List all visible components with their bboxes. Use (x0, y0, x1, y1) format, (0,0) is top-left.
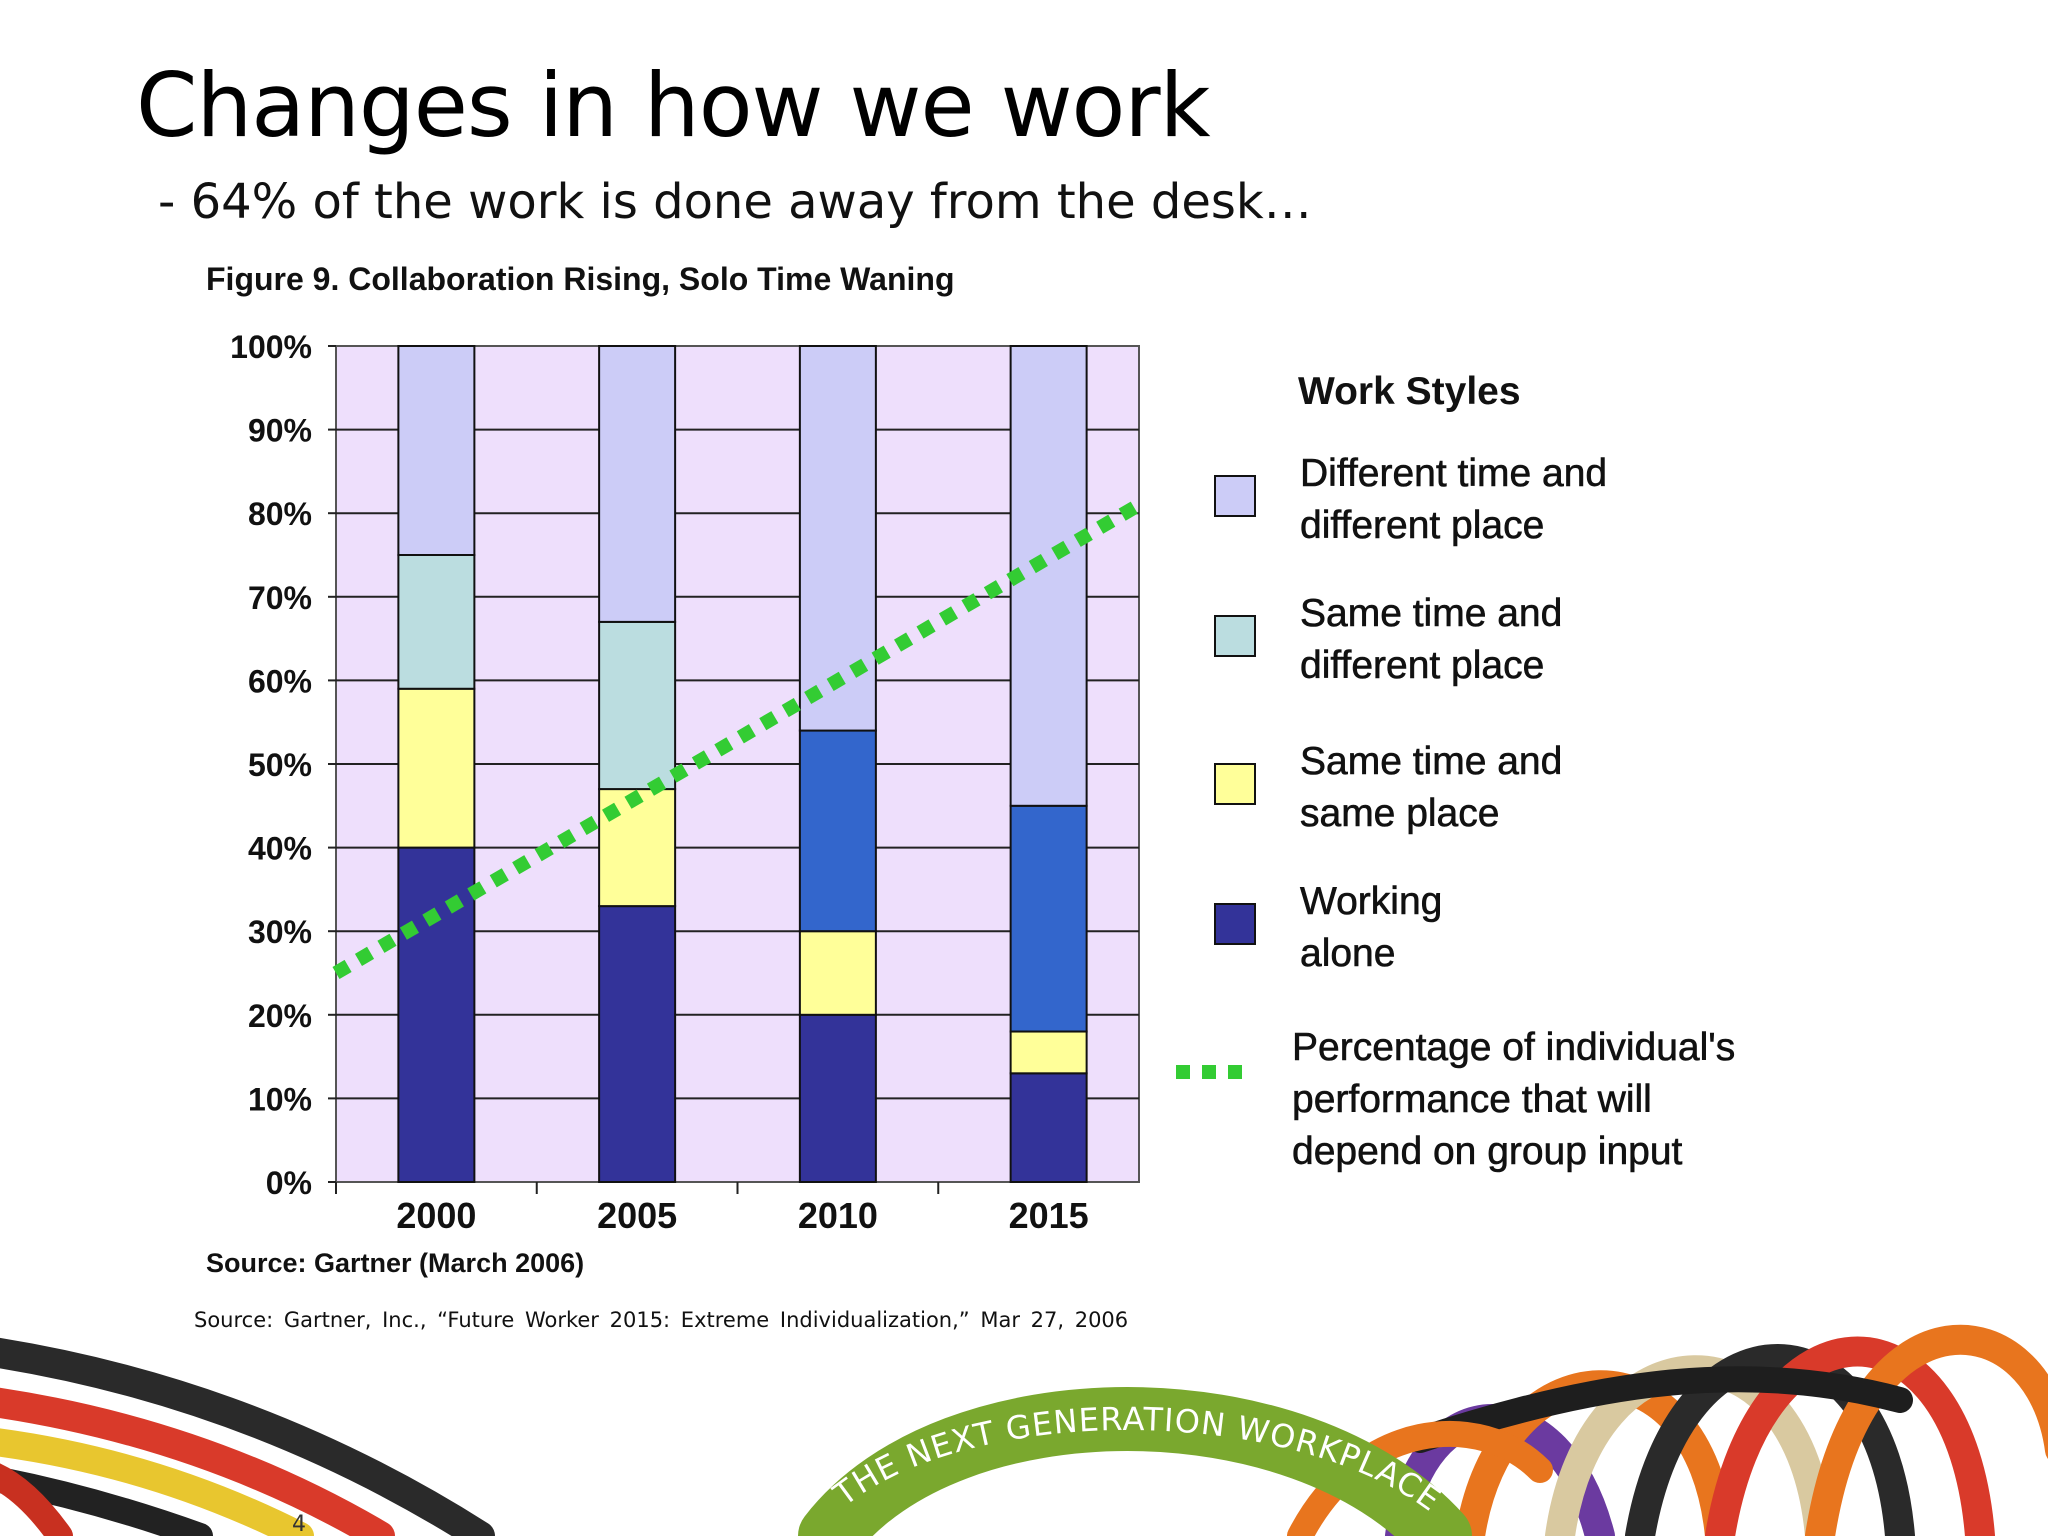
legend-label: different place (1300, 644, 1544, 687)
y-tick-label: 30% (248, 914, 312, 950)
legend-label: same place (1300, 792, 1499, 835)
bar-segment (397, 846, 476, 1183)
y-tick-label: 40% (248, 831, 312, 867)
legend-label: Same time and (1300, 740, 1562, 783)
legend-label: Different time and (1300, 452, 1607, 495)
y-tick-label: 50% (248, 747, 312, 783)
bar-segment (397, 345, 476, 556)
legend-label: different place (1300, 504, 1544, 547)
y-tick-label: 10% (248, 1081, 312, 1117)
x-tick-label: 2005 (597, 1195, 677, 1236)
x-tick-label: 2000 (396, 1195, 476, 1236)
slide-title: Changes in how we work (136, 54, 1211, 157)
bar-segment (598, 345, 677, 623)
y-tick-label: 0% (266, 1165, 312, 1201)
chart-source: Source: Gartner (March 2006) (206, 1248, 584, 1278)
y-tick-label: 70% (248, 580, 312, 616)
slide-subtitle: - 64% of the work is done away from the … (158, 174, 1312, 230)
legend-title: Work Styles (1298, 370, 1521, 413)
bar-segment (397, 687, 476, 849)
legend-label: performance that will (1292, 1078, 1652, 1121)
bar-segment (1009, 1072, 1088, 1183)
y-tick-label: 80% (248, 496, 312, 532)
bar-segment (598, 905, 677, 1183)
x-tick-label: 2010 (798, 1195, 878, 1236)
bar-segment (798, 1013, 877, 1183)
legend-label: Working (1300, 880, 1442, 923)
source-footnote: Source: Gartner, Inc., “Future Worker 20… (194, 1308, 1129, 1332)
chart-title: Figure 9. Collaboration Rising, Solo Tim… (206, 261, 954, 297)
bar-segment (598, 620, 677, 791)
legend-swatch (1214, 475, 1256, 517)
legend-label: alone (1300, 932, 1395, 975)
legend-label: depend on group input (1292, 1130, 1683, 1173)
bar-segment (397, 554, 476, 690)
y-tick-label: 90% (248, 413, 312, 449)
bar-segment (798, 930, 877, 1016)
y-tick-label: 60% (248, 663, 312, 699)
legend-swatch (1214, 615, 1256, 657)
bar-segment (1009, 804, 1088, 1033)
y-tick-label: 100% (230, 329, 312, 365)
x-tick-label: 2015 (1009, 1195, 1089, 1236)
legend-label: Percentage of individual's (1292, 1026, 1735, 1069)
legend-swatch (1214, 763, 1256, 805)
legend-swatch (1214, 903, 1256, 945)
bar-segment (1009, 1030, 1088, 1075)
y-tick-label: 20% (248, 998, 312, 1034)
legend-label: Same time and (1300, 592, 1562, 635)
page-number: 4 (292, 1512, 306, 1537)
bar-segment (798, 729, 877, 933)
